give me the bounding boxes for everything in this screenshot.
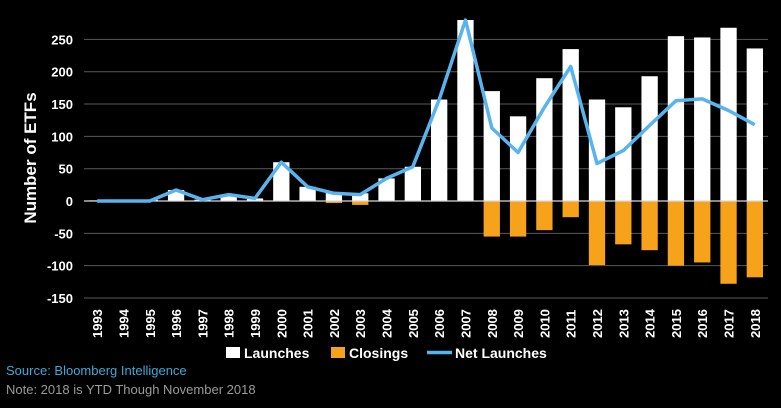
y-tick-label: 100: [51, 129, 73, 144]
y-tick-label: 0: [66, 194, 73, 209]
x-tick-label: 2013: [616, 309, 631, 338]
bar-launches: [352, 193, 369, 202]
legend-label-launches: Launches: [244, 345, 310, 361]
bar-launches: [588, 99, 606, 202]
x-tick-label: 1999: [248, 309, 263, 338]
bar-closings: [615, 201, 632, 245]
bar-closings: [483, 201, 500, 237]
bar-closings: [562, 201, 579, 218]
x-tick-label: 2015: [669, 309, 684, 338]
x-tick-label: 1995: [143, 309, 158, 338]
x-tick-label: 2011: [564, 310, 579, 338]
bar-closings: [588, 201, 606, 266]
x-tick-label: 1994: [116, 308, 131, 338]
bar-launches: [509, 116, 527, 202]
note-caption: Note: 2018 is YTD Though November 2018: [6, 382, 256, 397]
bar-closings: [746, 201, 764, 278]
bar-launches: [325, 192, 343, 202]
x-tick-label: 2005: [406, 309, 421, 338]
legend-label-net-launches: Net Launches: [455, 345, 547, 361]
y-axis-label: Number of ETFs: [21, 92, 40, 223]
x-tick-label: 1998: [222, 309, 237, 338]
bars: [88, 20, 764, 284]
bar-closings: [694, 201, 711, 263]
bar-launches: [457, 20, 474, 202]
bar-launches: [299, 186, 316, 202]
y-axis-ticks: -150 -100 -50 0 50 100 150 200 250: [47, 32, 73, 306]
x-tick-label: 2001: [301, 309, 316, 338]
bar-closings: [325, 201, 343, 203]
y-tick-label: 150: [51, 97, 73, 112]
x-tick-label: 2016: [695, 309, 710, 338]
x-tick-label: 2002: [327, 309, 342, 338]
x-tick-label: 2018: [748, 309, 763, 338]
bar-launches: [641, 76, 658, 202]
x-tick-label: 1993: [90, 309, 105, 338]
bar-launches: [220, 194, 237, 202]
legend-swatch-closings: [331, 347, 345, 358]
x-tick-label: 2017: [722, 309, 737, 338]
x-tick-label: 1996: [169, 309, 184, 338]
bar-launches: [167, 190, 185, 202]
bar-launches: [746, 48, 764, 202]
bar-launches: [667, 36, 685, 202]
y-tick-label: -150: [47, 291, 73, 306]
x-tick-label: 1997: [195, 309, 210, 338]
bar-launches: [404, 166, 422, 202]
bar-launches: [536, 78, 553, 202]
net-launches-line-group: [97, 18, 756, 203]
y-tick-label: 200: [51, 65, 73, 80]
x-tick-label: 2000: [274, 309, 289, 338]
y-tick-label: -100: [47, 259, 73, 274]
bar-launches: [378, 178, 395, 202]
bar-launches: [430, 99, 448, 202]
bar-closings: [536, 201, 553, 231]
x-tick-label: 2012: [590, 309, 605, 338]
bar-closings: [509, 201, 527, 237]
bar-launches: [483, 91, 500, 202]
legend-swatch-launches: [226, 347, 240, 358]
x-axis-ticks: 1993 1994 1995 1996 1997 1998 1999 2000 2001 2002…: [90, 308, 763, 338]
legend-label-closings: Closings: [349, 345, 408, 361]
y-tick-label: 250: [51, 32, 73, 47]
x-tick-label: 2008: [485, 309, 500, 338]
net-launches-line: [97, 18, 756, 203]
legend: Launches Closings Net Launches: [226, 345, 547, 361]
gridlines: [84, 38, 768, 299]
bar-closings: [352, 201, 369, 205]
bar-launches: [615, 107, 632, 202]
x-tick-label: 2007: [458, 309, 473, 338]
x-tick-label: 2010: [537, 309, 552, 338]
bar-launches: [720, 27, 737, 202]
x-tick-label: 2014: [643, 308, 658, 338]
x-tick-label: 2009: [511, 309, 526, 338]
x-tick-label: 2003: [353, 309, 368, 338]
bar-launches: [694, 37, 711, 202]
x-tick-label: 2006: [432, 309, 447, 338]
bar-closings: [641, 201, 658, 251]
bar-closings: [720, 201, 737, 284]
y-tick-label: 50: [59, 162, 73, 177]
bar-launches: [273, 162, 290, 202]
bar-closings: [667, 201, 685, 266]
source-caption: Source: Bloomberg Intelligence: [6, 363, 187, 378]
y-tick-label: -50: [54, 226, 73, 241]
x-tick-label: 2004: [380, 308, 395, 338]
